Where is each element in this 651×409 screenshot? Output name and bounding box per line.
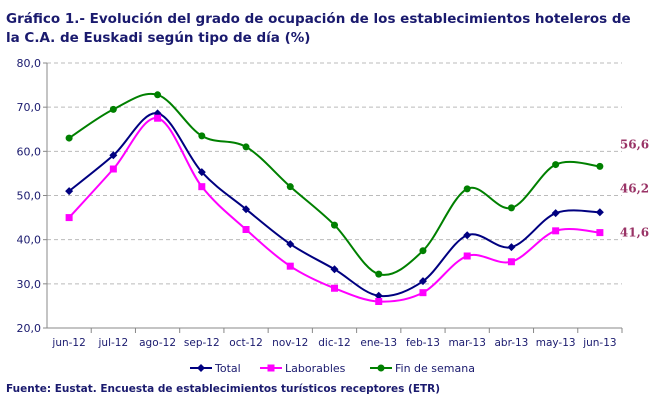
x-tick-label: jun-12 [51,337,85,349]
y-tick-label: 20,0 [17,322,42,335]
data-point [330,265,339,274]
data-point [331,221,338,229]
legend-label: Fin de semana [395,362,475,375]
data-point [65,214,73,222]
x-tick-label: oct-12 [229,337,262,349]
x-tick-label: sep-12 [184,337,220,349]
data-point [419,289,427,297]
data-point [286,183,294,191]
data-point [463,185,471,193]
y-tick-label: 70,0 [17,101,42,114]
data-point [507,258,515,266]
data-point [507,204,515,212]
legend-label: Total [214,362,241,375]
data-point [154,91,162,99]
x-tick-label: ago-12 [139,337,176,349]
y-tick-label: 30,0 [17,278,42,291]
x-tick-label: ene-13 [360,337,397,349]
x-tick-label: jul-12 [98,337,129,349]
data-point [551,209,560,218]
data-point [419,247,427,255]
legend-marker [267,364,275,372]
y-tick-label: 50,0 [17,190,42,203]
x-tick-label: abr-13 [494,337,528,349]
x-tick-label: jun-13 [582,337,616,349]
data-point [463,231,472,240]
data-point [286,262,294,270]
y-tick-label: 80,0 [17,57,42,70]
data-point [109,151,118,160]
data-point [109,105,117,113]
data-label: 41,6 [620,226,649,240]
data-point [109,165,117,173]
data-point [375,298,383,305]
legend-marker [377,364,385,372]
data-point [65,187,74,196]
data-point [374,291,383,300]
data-point [198,183,206,191]
chart-title: Gráfico 1.- Evolución del grado de ocupa… [6,11,631,46]
x-tick-label: mar-13 [448,337,485,349]
data-point [242,226,250,234]
data-point [552,227,560,235]
data-point [154,114,162,122]
x-tick-label: dic-12 [318,337,351,349]
x-tick-label: may-13 [536,337,576,349]
legend-label: Laborables [285,362,346,375]
x-tick-label: nov-12 [272,337,308,349]
data-label: 46,2 [620,181,649,195]
data-point [331,284,338,292]
data-point [552,161,560,169]
source-note: Fuente: Eustat. Encuesta de establecimie… [6,383,441,395]
x-tick-label: feb-13 [406,337,440,349]
y-tick-label: 60,0 [17,145,42,158]
data-point [242,143,250,151]
data-point [198,132,206,140]
data-point [595,208,604,217]
data-point [596,229,604,237]
y-tick-label: 40,0 [17,234,42,247]
data-point [375,270,383,278]
legend-marker [197,364,205,372]
data-point [463,252,471,260]
data-label: 56,6 [620,137,649,151]
series-line-laborables [68,117,600,303]
data-point [65,134,73,142]
data-point [286,240,295,249]
data-point [596,162,604,170]
data-point [197,168,206,177]
data-point [507,243,516,252]
data-point [418,277,427,286]
data-point [242,205,251,214]
